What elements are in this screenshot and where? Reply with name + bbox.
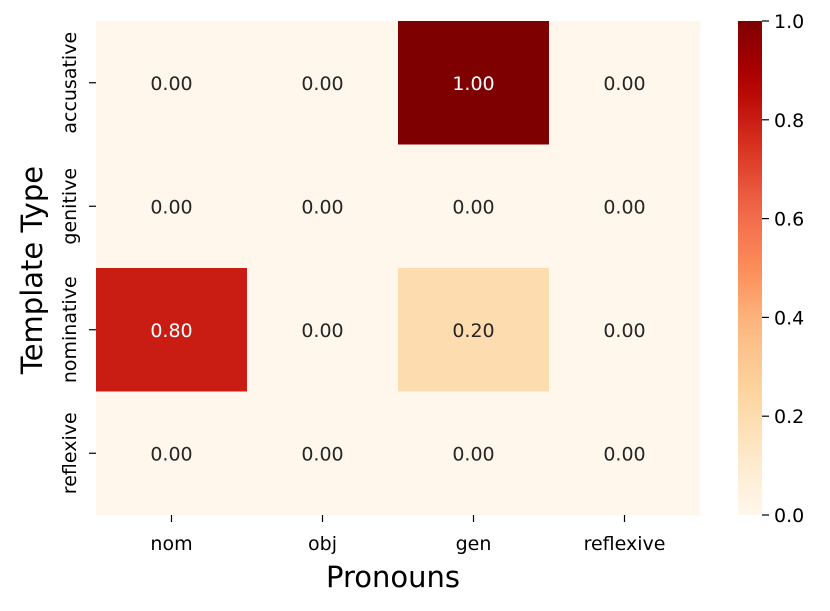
heatmap-cell — [549, 391, 701, 516]
cell-value-label: 0.00 — [603, 196, 645, 218]
heatmap-cell — [96, 21, 248, 145]
cell-value-label: 0.00 — [150, 443, 192, 465]
colorbar-tick-label: 0.2 — [774, 406, 804, 428]
heatmap-cell — [549, 268, 701, 392]
colorbar-tick-label: 0.8 — [774, 110, 804, 132]
heatmap-cell — [247, 268, 399, 392]
x-axis-label: Pronouns — [326, 560, 460, 594]
cell-value-label: 0.00 — [301, 73, 343, 95]
heatmap-cell — [96, 144, 248, 269]
cell-value-label: 0.00 — [603, 320, 645, 342]
colorbar-tick-label: 0.6 — [774, 209, 804, 231]
heatmap-cell — [96, 268, 248, 392]
heatmap-cell — [549, 144, 701, 269]
x-tick-label: obj — [308, 533, 337, 555]
cell-value-label: 0.00 — [150, 196, 192, 218]
heatmap-cell — [398, 144, 550, 269]
colorbar: 0.0 0.2 0.4 0.6 0.8 1.0 — [738, 11, 804, 527]
cell-value-label: 0.00 — [301, 196, 343, 218]
heatmap-plot-area: 0.00 0.00 1.00 0.00 0.00 0.00 0.00 0.00 0.80 0.00… — [96, 21, 701, 516]
cell-value-label: 0.00 — [452, 196, 494, 218]
y-tick-label: nominative — [59, 276, 81, 383]
heatmap-cell — [247, 21, 399, 145]
colorbar-tick-label: 0.4 — [774, 307, 804, 329]
y-axis: accusative genitive nominative reflexive — [59, 32, 96, 494]
cell-value-label: 0.20 — [452, 320, 494, 342]
colorbar-tick-label: 1.0 — [774, 11, 804, 33]
heatmap-cell — [549, 21, 701, 145]
y-tick-label: reflexive — [59, 412, 81, 494]
colorbar-tick-label: 0.0 — [774, 505, 804, 527]
cell-value-label: 0.00 — [301, 443, 343, 465]
x-tick-label: nom — [150, 533, 192, 555]
cell-value-label: 0.00 — [452, 443, 494, 465]
y-axis-label: Template Type — [15, 166, 49, 375]
y-tick-label: genitive — [59, 168, 81, 245]
colorbar-gradient — [738, 21, 762, 515]
cell-value-label: 1.00 — [452, 73, 494, 95]
heatmap-cell — [398, 21, 550, 145]
y-tick-label: accusative — [59, 32, 81, 134]
heatmap-cell — [398, 268, 550, 392]
cell-value-label: 0.00 — [603, 443, 645, 465]
heatmap-cell — [398, 391, 550, 516]
cell-value-label: 0.00 — [603, 73, 645, 95]
heatmap-cell — [247, 144, 399, 269]
cell-value-label: 0.80 — [150, 320, 192, 342]
cell-value-label: 0.00 — [301, 320, 343, 342]
x-axis: nom obj gen reflexive — [150, 515, 665, 555]
cell-value-label: 0.00 — [150, 73, 192, 95]
heatmap-cell — [96, 391, 248, 516]
heatmap-cell — [247, 391, 399, 516]
x-tick-label: gen — [456, 533, 492, 555]
x-tick-label: reflexive — [584, 533, 666, 555]
